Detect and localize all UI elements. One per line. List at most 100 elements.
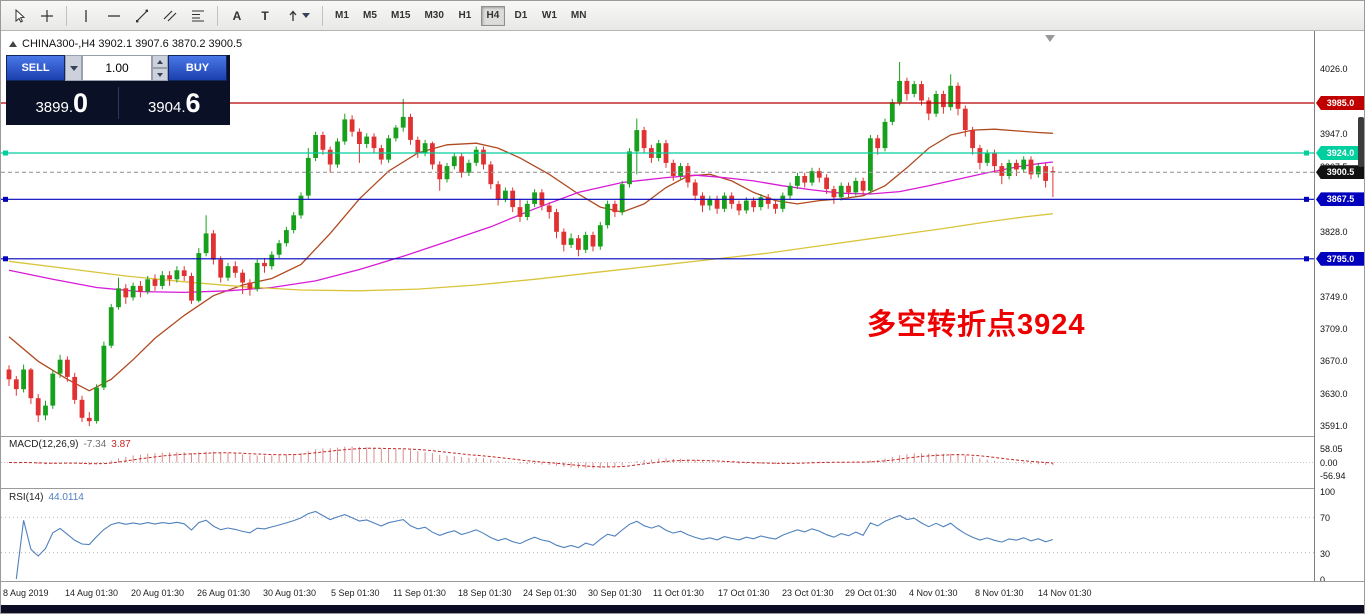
candle-body <box>130 285 136 298</box>
volume-decrease-button[interactable] <box>152 68 168 81</box>
candle-body <box>590 235 596 247</box>
price-badge: 3867.5 <box>1316 192 1364 207</box>
fibonacci-tool-button[interactable] <box>185 4 211 28</box>
line-handle[interactable] <box>3 196 8 202</box>
vertical-line-tool-button[interactable] <box>73 4 99 28</box>
candle-body <box>875 138 881 149</box>
price-badge: 3985.0 <box>1316 96 1364 110</box>
date-label: 8 Aug 2019 <box>3 588 49 598</box>
line-handle[interactable] <box>1304 150 1309 156</box>
date-label: 11 Oct 01:30 <box>653 588 704 598</box>
date-label: 14 Aug 01:30 <box>65 588 119 598</box>
timeframe-button-h1[interactable]: H1 <box>453 6 477 26</box>
candle-body <box>670 162 676 176</box>
volume-input[interactable] <box>82 55 152 81</box>
channel-tool-button[interactable] <box>157 4 183 28</box>
time-axis[interactable]: 8 Aug 2019 14 Aug 01:30 20 Aug 01:30 26 Aug… <box>1 581 1364 605</box>
candle-body <box>218 259 224 278</box>
timeframe-button-mn[interactable]: MN <box>566 6 592 26</box>
timeframe-button-m5[interactable]: M5 <box>358 6 382 26</box>
candle-body <box>641 130 647 149</box>
timeframe-button-m1[interactable]: M1 <box>330 6 354 26</box>
trendline-tool-button[interactable] <box>129 4 155 28</box>
candle-body <box>780 195 786 209</box>
candle-body <box>612 203 618 213</box>
scrollbar-thumb[interactable] <box>1358 117 1364 167</box>
cursor-tool-button[interactable] <box>6 4 32 28</box>
timeframe-button-m15[interactable]: M15 <box>386 6 415 26</box>
date-label: 4 Nov 01:30 <box>909 588 958 598</box>
chevron-down-icon <box>157 72 163 77</box>
candle-body <box>853 180 859 193</box>
candle-body <box>459 156 464 173</box>
candle-body <box>28 369 34 399</box>
candle-body <box>327 149 333 165</box>
candle-body <box>1006 162 1012 176</box>
candle-body <box>714 198 720 209</box>
candle-body <box>159 275 165 286</box>
line-handle[interactable] <box>1304 256 1309 262</box>
macd-axis-label: -56.94 <box>1320 470 1346 481</box>
volume-dropdown-button[interactable] <box>65 55 82 81</box>
candle-body <box>174 270 180 280</box>
candle-body <box>298 195 304 216</box>
candle-body <box>583 235 589 250</box>
candle-body <box>386 138 391 160</box>
timeframe-button-w1[interactable]: W1 <box>537 6 562 26</box>
candle-body <box>400 116 406 128</box>
candle-body <box>941 94 946 108</box>
panel-separator[interactable] <box>1 488 1364 489</box>
price-chart-canvas[interactable] <box>1 31 1314 436</box>
date-label: 17 Oct 01:30 <box>718 588 770 598</box>
candle-body <box>919 84 924 101</box>
volume-increase-button[interactable] <box>152 55 168 68</box>
buy-button[interactable]: BUY <box>168 55 227 81</box>
ma-slow-line <box>8 213 1053 292</box>
arrows-tool-button[interactable] <box>280 4 316 28</box>
timeframe-button-d1[interactable]: D1 <box>509 6 533 26</box>
candle-body <box>692 182 698 196</box>
candle-body <box>284 230 289 244</box>
text-tool-button[interactable]: A <box>224 4 250 28</box>
candle-body <box>882 121 888 149</box>
line-handle[interactable] <box>3 150 8 156</box>
candle-body <box>488 164 494 185</box>
candle-body <box>758 197 764 208</box>
candle-body <box>707 198 713 206</box>
candle-body <box>816 171 822 178</box>
candle-body <box>933 94 939 114</box>
text-tool-icon: A <box>232 8 242 23</box>
rsi-line <box>15 510 1054 580</box>
line-handle[interactable] <box>1304 196 1309 202</box>
candle-body <box>532 192 537 204</box>
text-label-tool-button[interactable]: T <box>252 4 278 28</box>
candle-body <box>1021 159 1027 170</box>
timeframe-button-m30[interactable]: M30 <box>419 6 448 26</box>
date-label: 11 Sep 01:30 <box>393 588 446 598</box>
date-label: 24 Sep 01:30 <box>523 588 577 598</box>
toolbar-separator <box>217 5 218 26</box>
price-tick-label: 3749.0 <box>1320 291 1348 302</box>
sell-button[interactable]: SELL <box>6 55 65 81</box>
buy-price[interactable]: 3904.6 <box>147 87 201 118</box>
sell-price[interactable]: 3899.0 <box>35 87 89 118</box>
date-label: 26 Aug 01:30 <box>197 588 251 598</box>
candle-body <box>276 243 282 255</box>
crosshair-tool-button[interactable] <box>34 4 60 28</box>
candle-body <box>838 185 844 198</box>
candle-body <box>437 164 443 180</box>
price-axis[interactable]: 4026.03947.03907.53828.03749.03709.03670… <box>1314 31 1364 585</box>
panel-separator[interactable] <box>1 436 1364 437</box>
price-tick-label: 3591.0 <box>1320 421 1348 432</box>
equidistant-channel-icon <box>163 10 177 21</box>
rsi-panel-canvas[interactable] <box>1 488 1314 581</box>
candle-body <box>305 157 311 196</box>
candle-body <box>6 369 12 380</box>
candle-body <box>320 135 326 150</box>
macd-panel-canvas[interactable] <box>1 436 1314 488</box>
horizontal-line-tool-button[interactable] <box>101 4 127 28</box>
trendline-icon <box>136 9 148 22</box>
timeframe-button-h4[interactable]: H4 <box>480 5 505 26</box>
line-handle[interactable] <box>3 256 8 262</box>
candle-body <box>824 177 829 190</box>
